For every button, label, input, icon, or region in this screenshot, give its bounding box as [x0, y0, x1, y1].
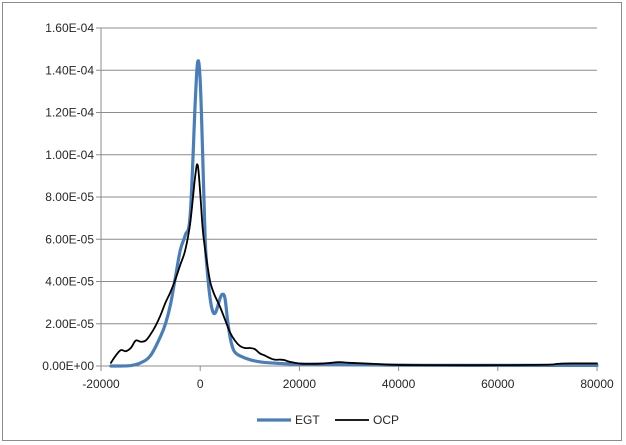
x-tick-label: 0 [197, 377, 204, 391]
x-tick-label: 80000 [580, 377, 614, 391]
y-tick-label: 0.00E+00 [42, 359, 94, 373]
y-tick-label: 1.20E-04 [45, 106, 94, 120]
x-tick-label: 60000 [481, 377, 515, 391]
y-tick-label: 6.00E-05 [45, 232, 94, 246]
y-tick-label: 1.00E-04 [45, 148, 94, 162]
y-tick-labels: 0.00E+00 2.00E-05 4.00E-05 6.00E-05 8.00E-05… [42, 21, 94, 373]
x-tick-label: -20000 [82, 377, 120, 391]
axes [96, 27, 598, 371]
x-tick-labels: -20000 0 20000 40000 60000 80000 [82, 377, 614, 391]
y-tick-label: 2.00E-05 [45, 317, 94, 331]
legend-label-egt: EGT [295, 413, 320, 427]
x-tick-label: 20000 [283, 377, 317, 391]
y-tick-label: 1.60E-04 [45, 21, 94, 35]
legend: EGT OCP [257, 413, 399, 427]
legend-label-ocp: OCP [373, 413, 399, 427]
series-lines [109, 59, 599, 368]
grid-lines [101, 27, 597, 325]
y-tick-label: 8.00E-05 [45, 190, 94, 204]
x-tick-label: 40000 [382, 377, 416, 391]
series-line-ocp [110, 163, 598, 367]
series-line-egt [109, 59, 599, 368]
y-tick-label: 4.00E-05 [45, 275, 94, 289]
chart-frame [2, 2, 622, 441]
y-tick-label: 1.40E-04 [45, 63, 94, 77]
